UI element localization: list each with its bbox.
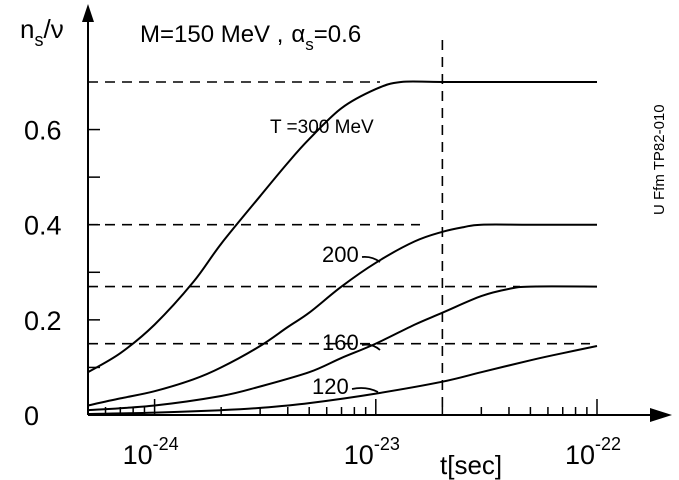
series-curves bbox=[87, 80, 598, 415]
reference-lines bbox=[88, 40, 590, 415]
series-line-1 bbox=[87, 223, 597, 407]
x-tick-exponent: -23 bbox=[374, 434, 400, 454]
y-axis-label: ns/ν bbox=[20, 14, 64, 50]
x-tick-base: 10 bbox=[344, 440, 374, 470]
axes bbox=[82, 4, 672, 422]
x-tick-label: 10-24 bbox=[123, 434, 179, 470]
x-tick-exponent: -22 bbox=[595, 434, 621, 454]
series-pointer-arrow-3 bbox=[351, 387, 379, 393]
x-tick-label: 10-22 bbox=[565, 434, 621, 470]
title-alpha-subscript: s bbox=[305, 35, 314, 54]
y-label-n: n bbox=[20, 14, 34, 44]
curve-annotations: T =300 MeV 200 160 120 bbox=[270, 117, 381, 399]
series-line-0 bbox=[87, 80, 597, 374]
y-tick-label: 0.6 bbox=[24, 116, 62, 146]
series-pointer-arrow-2 bbox=[361, 343, 381, 351]
x-tick-base: 10 bbox=[123, 440, 153, 470]
x-tick-base: 10 bbox=[565, 440, 595, 470]
side-caption: U Ffm TP82-010 bbox=[651, 104, 668, 215]
series-line-2 bbox=[87, 285, 598, 412]
y-label-rest: /ν bbox=[43, 14, 63, 44]
x-tick-exponent: -24 bbox=[153, 434, 179, 454]
title-mass: M=150 MeV , bbox=[140, 21, 283, 48]
y-tick-label: 0 bbox=[24, 401, 39, 431]
series-label-1: 200 bbox=[322, 242, 359, 267]
series-label-3: 120 bbox=[312, 374, 349, 399]
title-alpha-symbol: α bbox=[291, 21, 305, 48]
series-line-3 bbox=[87, 345, 598, 415]
y-axis-arrow bbox=[82, 4, 94, 22]
y-tick-label: 0.2 bbox=[24, 306, 62, 336]
x-tick-label: 10-23 bbox=[344, 434, 400, 470]
series-pointer-arrow-1 bbox=[361, 255, 381, 263]
y-label-sub: s bbox=[34, 30, 43, 50]
chart-title: M=150 MeV , αs=0.6 bbox=[140, 21, 361, 54]
series-label-2: 160 bbox=[322, 330, 359, 355]
x-axis-arrow bbox=[650, 408, 672, 422]
series-label-0: T =300 MeV bbox=[270, 117, 374, 138]
tick-labels: 00.20.40.610-24 10-23 10-22 bbox=[24, 116, 621, 470]
title-alpha-value: =0.6 bbox=[314, 21, 361, 48]
x-axis-label: t[sec] bbox=[440, 450, 502, 480]
y-tick-label: 0.4 bbox=[24, 211, 62, 241]
